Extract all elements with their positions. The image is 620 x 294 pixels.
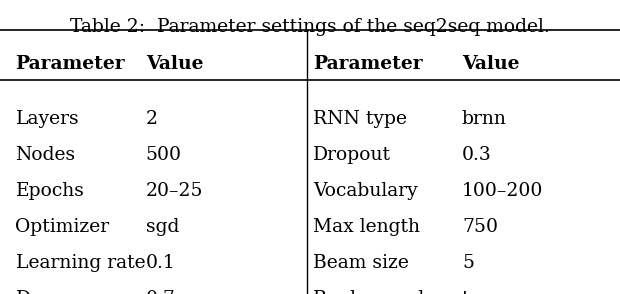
Text: Beam size: Beam size: [313, 254, 409, 272]
Text: Decay: Decay: [16, 290, 74, 294]
Text: 5: 5: [462, 254, 474, 272]
Text: Learning rate: Learning rate: [16, 254, 145, 272]
Text: Replace unk: Replace unk: [313, 290, 430, 294]
Text: 0.3: 0.3: [462, 146, 492, 164]
Text: 500: 500: [146, 146, 182, 164]
Text: Optimizer: Optimizer: [16, 218, 110, 236]
Text: 20–25: 20–25: [146, 182, 203, 200]
Text: Max length: Max length: [313, 218, 420, 236]
Text: Parameter: Parameter: [16, 55, 125, 73]
Text: brnn: brnn: [462, 110, 507, 128]
Text: RNN type: RNN type: [313, 110, 407, 128]
Text: Vocabulary: Vocabulary: [313, 182, 418, 200]
Text: 750: 750: [462, 218, 498, 236]
Text: Value: Value: [462, 55, 520, 73]
Text: Table 2:  Parameter settings of the seq2seq model.: Table 2: Parameter settings of the seq2s…: [70, 18, 550, 36]
Text: 2: 2: [146, 110, 157, 128]
Text: Value: Value: [146, 55, 203, 73]
Text: Nodes: Nodes: [16, 146, 76, 164]
Text: Epochs: Epochs: [16, 182, 84, 200]
Text: 0.7: 0.7: [146, 290, 175, 294]
Text: Layers: Layers: [16, 110, 79, 128]
Text: sgd: sgd: [146, 218, 179, 236]
Text: 0.1: 0.1: [146, 254, 175, 272]
Text: Parameter: Parameter: [313, 55, 423, 73]
Text: 100–200: 100–200: [462, 182, 543, 200]
Text: true: true: [462, 290, 502, 294]
Text: Dropout: Dropout: [313, 146, 391, 164]
